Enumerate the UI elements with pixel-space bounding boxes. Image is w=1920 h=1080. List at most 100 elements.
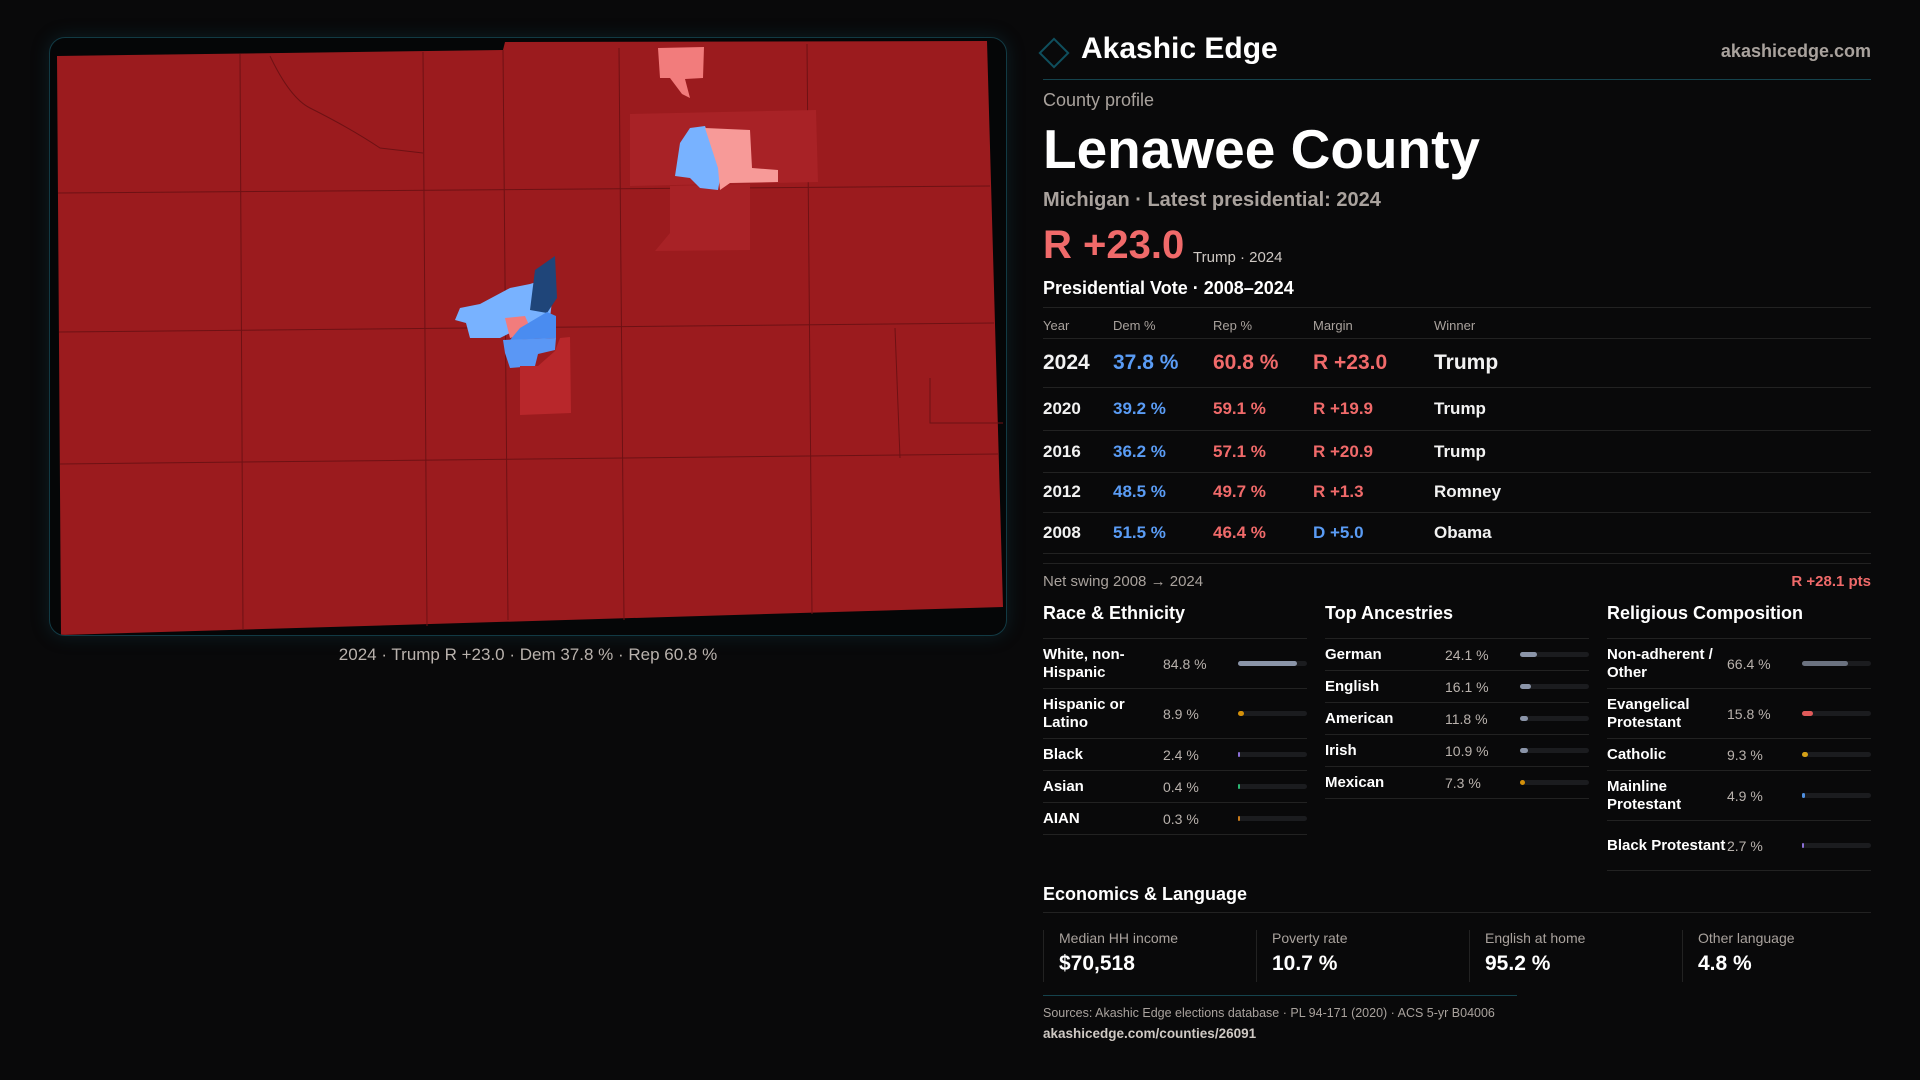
- vote-rep: 49.7 %: [1213, 482, 1266, 501]
- bar-fill: [1520, 652, 1537, 657]
- vote-row[interactable]: 2012 48.5 % 49.7 % R +1.3 Romney: [1043, 472, 1871, 512]
- vote-year: 2012: [1043, 482, 1081, 501]
- demographic-row: Black Protestant 2.7 %: [1607, 821, 1871, 871]
- bar-fill: [1238, 711, 1245, 716]
- row-value: 4.9 %: [1727, 787, 1763, 804]
- bar-track: [1802, 793, 1871, 798]
- bar-track: [1520, 684, 1589, 689]
- row-label: German: [1325, 645, 1382, 663]
- row-label: Mainline Protestant: [1607, 777, 1682, 813]
- col-margin: Margin: [1313, 317, 1353, 333]
- vote-row[interactable]: 2016 36.2 % 57.1 % R +20.9 Trump: [1043, 431, 1871, 472]
- vote-dem: 51.5 %: [1113, 523, 1166, 542]
- row-value: 66.4 %: [1727, 655, 1771, 672]
- vote-winner: Obama: [1434, 523, 1492, 542]
- precinct-light-rep-north: [658, 47, 704, 98]
- stat-value: 95.2 %: [1485, 952, 1551, 975]
- vote-rep: 60.8 %: [1213, 351, 1279, 374]
- bar-track: [1238, 752, 1307, 757]
- vote-rep: 46.4 %: [1213, 523, 1266, 542]
- vote-margin: D +5.0: [1313, 523, 1364, 542]
- votes-table-header: Year Dem % Rep % Margin Winner: [1043, 313, 1871, 337]
- vote-row[interactable]: 2020 39.2 % 59.1 % R +19.9 Trump: [1043, 388, 1871, 430]
- bar-fill: [1802, 661, 1848, 666]
- bar-track: [1520, 716, 1589, 721]
- stat-label: English at home: [1485, 930, 1586, 946]
- diamond-outline-icon: [1038, 37, 1070, 69]
- stat-card: Median HH income $70,518: [1043, 930, 1256, 982]
- row-label: American: [1325, 709, 1394, 727]
- vote-dem: 39.2 %: [1113, 399, 1166, 418]
- demographic-row: White, non-Hispanic 84.8 %: [1043, 639, 1307, 689]
- demographic-row: Mexican 7.3 %: [1325, 767, 1589, 799]
- row-value: 9.3 %: [1727, 746, 1763, 763]
- precinct-pale-rep-tecumseh: [705, 128, 778, 190]
- row-label: Black Protestant: [1607, 836, 1726, 854]
- section-title: Religious Composition: [1607, 603, 1871, 639]
- precinct-dark-dem-adrian: [530, 256, 557, 313]
- demographic-row: Mainline Protestant 4.9 %: [1607, 771, 1871, 821]
- bar-fill: [1238, 784, 1240, 789]
- headline-margin: R +23.0: [1043, 223, 1185, 267]
- vote-rep: 57.1 %: [1213, 441, 1266, 461]
- row-value: 15.8 %: [1727, 705, 1771, 722]
- col-year: Year: [1043, 317, 1070, 333]
- row-value: 0.3 %: [1163, 810, 1199, 827]
- section-title: Race & Ethnicity: [1043, 603, 1307, 639]
- vote-year: 2016: [1043, 441, 1081, 461]
- row-value: 16.1 %: [1445, 678, 1489, 695]
- precinct-map[interactable]: [49, 37, 1007, 636]
- vote-winner: Trump: [1434, 441, 1486, 461]
- row-label: Evangelical Protestant: [1607, 695, 1690, 731]
- vote-winner: Romney: [1434, 482, 1502, 501]
- site-link[interactable]: akashicedge.com: [1720, 41, 1871, 61]
- row-value: 8.9 %: [1163, 705, 1199, 722]
- row-label: Black: [1043, 745, 1084, 763]
- demographic-row: Black 2.4 %: [1043, 739, 1307, 771]
- vote-winner: Trump: [1434, 399, 1486, 418]
- vote-rep: 59.1 %: [1213, 399, 1266, 418]
- bar-track: [1238, 661, 1307, 666]
- sources-note: Sources: Akashic Edge elections database…: [1043, 1006, 1495, 1020]
- vote-row[interactable]: 2024 37.8 % 60.8 % R +23.0 Trump: [1043, 339, 1871, 387]
- page-kicker: County profile: [1043, 90, 1155, 110]
- county-url[interactable]: akashicedge.com/counties/26091: [1043, 1026, 1257, 1041]
- demographic-row: Asian 0.4 %: [1043, 771, 1307, 803]
- bar-track: [1802, 661, 1871, 666]
- stat-card: English at home 95.2 %: [1469, 930, 1682, 982]
- row-label: Mexican: [1325, 773, 1385, 791]
- row-value: 11.8 %: [1445, 710, 1488, 727]
- bar-fill: [1520, 684, 1532, 689]
- vote-dem: 48.5 %: [1113, 482, 1166, 501]
- demographic-row: Evangelical Protestant 15.8 %: [1607, 689, 1871, 739]
- bar-fill: [1802, 711, 1813, 716]
- stat-value: 4.8 %: [1698, 952, 1752, 975]
- bar-fill: [1520, 780, 1526, 785]
- map-svg: [57, 41, 1003, 635]
- religion-section: Religious Composition Non-adherent / Othe…: [1607, 603, 1871, 871]
- ancestry-section: Top Ancestries German 24.1 % English 16.1 % A…: [1325, 603, 1589, 799]
- row-label: Non-adherent / Other: [1607, 645, 1713, 681]
- headline-margin-note: Trump · 2024: [1193, 249, 1283, 266]
- section-title: Top Ancestries: [1325, 603, 1589, 639]
- vote-margin: R +23.0: [1313, 351, 1388, 374]
- demographic-row: Hispanic or Latino 8.9 %: [1043, 689, 1307, 739]
- row-label: Catholic: [1607, 745, 1667, 763]
- bar-track: [1802, 843, 1871, 848]
- map-caption: 2024 · Trump R +23.0 · Dem 37.8 % · Rep …: [338, 645, 718, 664]
- bar-track: [1520, 748, 1589, 753]
- col-dem: Dem %: [1113, 317, 1156, 333]
- vote-row[interactable]: 2008 51.5 % 46.4 % D +5.0 Obama: [1043, 513, 1871, 553]
- vote-winner: Trump: [1434, 351, 1499, 374]
- stat-card: Poverty rate 10.7 %: [1256, 930, 1469, 982]
- bar-fill: [1238, 661, 1297, 666]
- vote-margin: R +20.9: [1313, 441, 1374, 461]
- precinct-lean-rep-adrian-south: [520, 337, 571, 415]
- row-value: 84.8 %: [1163, 655, 1207, 672]
- precinct-lean-rep-south: [655, 184, 750, 251]
- row-label: English: [1325, 677, 1380, 695]
- bar-track: [1238, 816, 1307, 821]
- stat-value: $70,518: [1059, 952, 1135, 975]
- row-label: Hispanic or Latino: [1043, 695, 1125, 731]
- demographic-row: Non-adherent / Other 66.4 %: [1607, 639, 1871, 689]
